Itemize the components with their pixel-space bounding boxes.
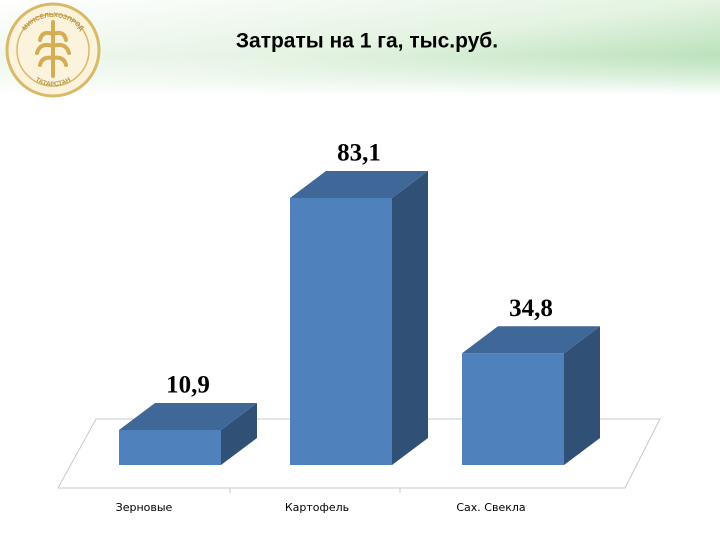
value-label: 83,1 [337,140,381,167]
bar-top [462,326,600,354]
x-tick-label: Зерновые [116,501,173,514]
x-tick-label: Сах. Свекла [456,501,525,514]
value-label: 10,9 [166,372,210,399]
value-label: 34,8 [509,295,553,322]
plot: 10,9 Зерновые 83,1 Картофель 34,8 Сах. Свекла [116,140,600,514]
bar-side [221,402,257,465]
logo-bottom-text: ТАТАРСТАН [34,76,72,88]
bar-side [564,326,600,465]
bar [119,429,221,465]
bar-side [392,171,428,465]
bar [290,198,392,465]
chart-title: Затраты на 1 га, тыс.руб. [236,30,498,53]
header-fade [0,55,720,95]
logo: МИНСЕЛЬХОЗПРОД ТАТАРСТАН [5,2,101,98]
bar [462,353,564,465]
bar-top [290,171,428,198]
bar-top [119,402,257,430]
x-tick-label: Картофель [285,501,349,514]
logo-bottom: ТАТАРСТАН [34,76,72,88]
